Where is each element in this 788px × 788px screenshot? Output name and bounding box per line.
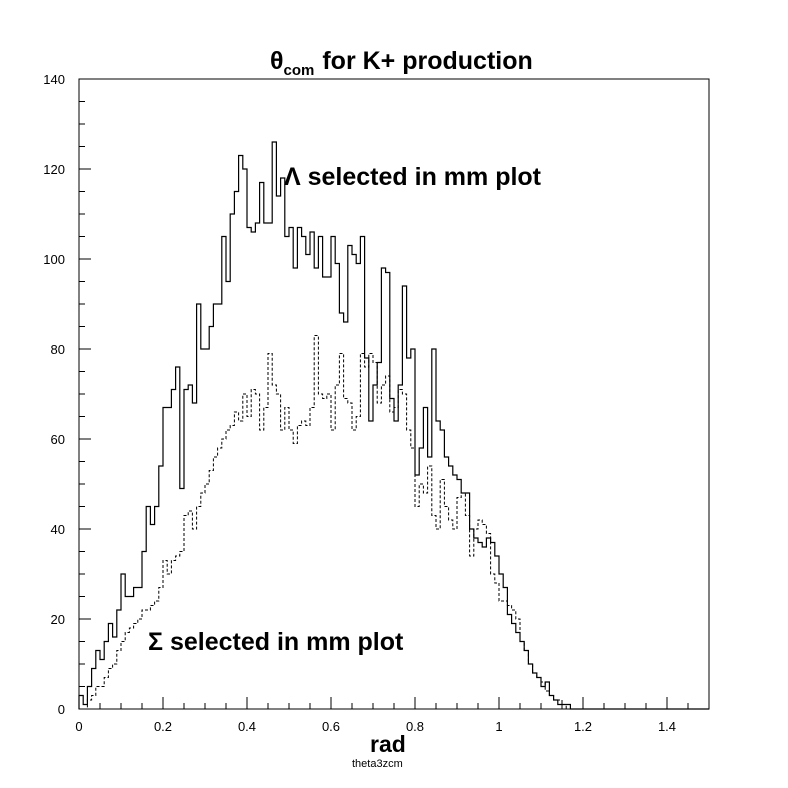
x-tick-label: 0.6 (322, 719, 340, 734)
y-tick-label: 60 (51, 432, 65, 447)
y-tick-label: 120 (43, 162, 65, 177)
y-tick-label: 0 (58, 702, 65, 717)
title-theta: θ (270, 47, 284, 75)
title-subscript: com (284, 62, 315, 79)
axes: 0 0.2 0.4 0.6 0.8 1 1.2 1.4 0 20 40 60 80 100 120 140 (43, 72, 710, 734)
annotation-sigma: Σ selected in mm plot (148, 628, 404, 656)
y-tick-label: 100 (43, 252, 65, 267)
x-axis-caption: theta3zcm (352, 758, 403, 770)
y-tick-label: 80 (51, 342, 65, 357)
x-tick-label: 1 (495, 719, 502, 734)
x-tick-label: 0.2 (154, 719, 172, 734)
y-tick-label: 40 (51, 522, 65, 537)
x-axis-label: rad (370, 731, 406, 757)
y-tick-label: 20 (51, 612, 65, 627)
chart-title: θcom for K+ production (270, 47, 533, 79)
x-tick-label: 0.4 (238, 719, 256, 734)
series-sigma-line (79, 335, 709, 710)
series-lambda-line (78, 141, 709, 710)
x-tick-label: 1.4 (658, 719, 676, 734)
y-tick-label: 140 (43, 72, 65, 87)
x-tick-label: 0.8 (406, 719, 424, 734)
title-rest: for K+ production (322, 47, 532, 75)
x-tick-label: 1.2 (574, 719, 592, 734)
x-tick-label: 0 (75, 719, 82, 734)
annotation-lambda: Λ selected in mm plot (284, 163, 542, 191)
